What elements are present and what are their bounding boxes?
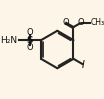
Text: O: O [63, 18, 69, 27]
Text: CH₃: CH₃ [91, 18, 104, 27]
Text: I: I [81, 60, 84, 70]
Text: H₂N: H₂N [0, 36, 17, 45]
Text: O: O [27, 28, 33, 37]
Text: O: O [77, 18, 84, 27]
Text: S: S [27, 36, 33, 45]
Text: O: O [27, 43, 33, 52]
